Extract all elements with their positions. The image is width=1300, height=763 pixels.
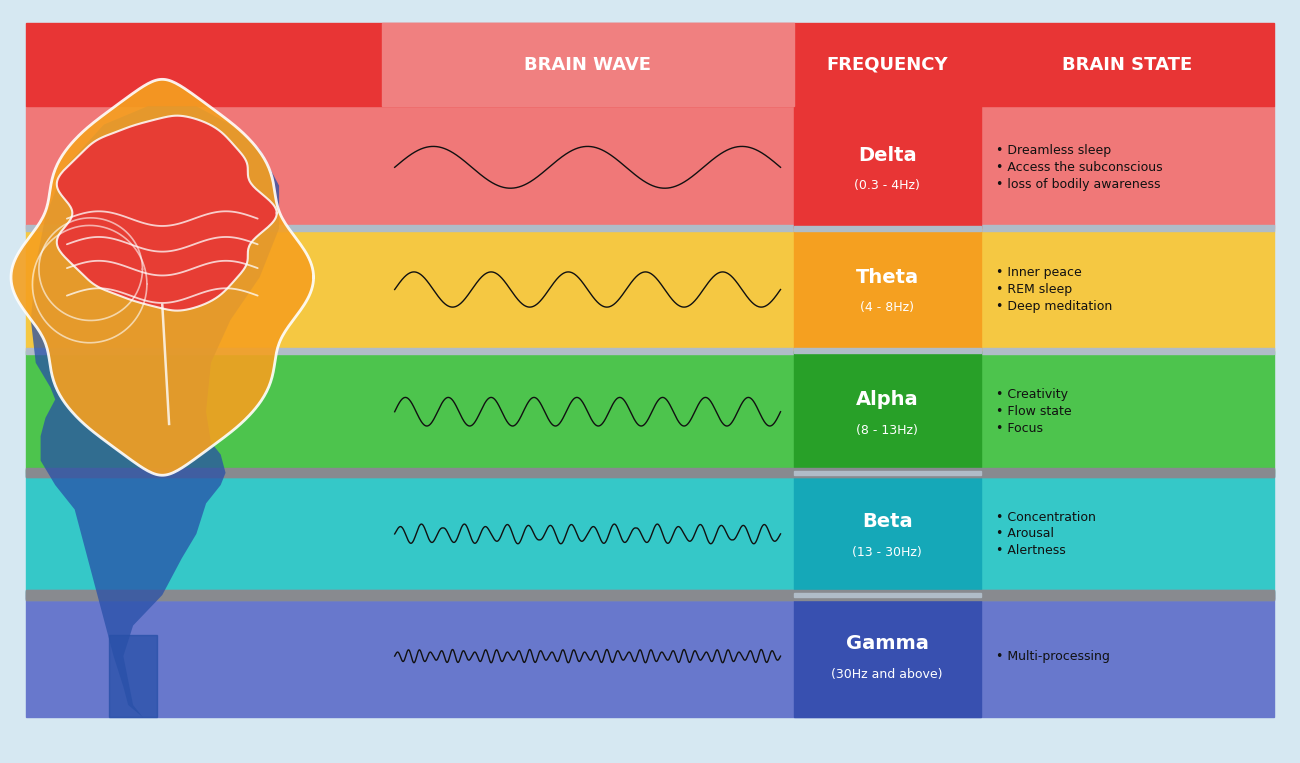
Bar <box>26 228 1274 351</box>
Text: • Access the subconscious: • Access the subconscious <box>996 161 1164 174</box>
Text: • loss of bodily awareness: • loss of bodily awareness <box>996 178 1161 191</box>
Text: BRAIN STATE: BRAIN STATE <box>1062 56 1192 73</box>
Bar <box>793 349 980 353</box>
Bar <box>793 351 980 473</box>
Text: Theta: Theta <box>855 268 919 287</box>
Bar <box>26 473 1274 595</box>
Text: (4 - 8Hz): (4 - 8Hz) <box>861 301 914 314</box>
Text: BRAIN WAVE: BRAIN WAVE <box>524 56 651 73</box>
Bar <box>793 226 980 230</box>
Text: (8 - 13Hz): (8 - 13Hz) <box>857 423 918 436</box>
Bar <box>26 348 1274 354</box>
Text: • Alertness: • Alertness <box>996 544 1066 557</box>
Text: • Concentration: • Concentration <box>996 510 1096 523</box>
Text: • Inner peace: • Inner peace <box>996 266 1082 279</box>
Bar <box>382 23 793 106</box>
Bar <box>26 106 1274 228</box>
Bar <box>26 592 1274 598</box>
Text: • REM sleep: • REM sleep <box>996 283 1072 296</box>
Bar <box>26 23 1274 106</box>
Text: • Focus: • Focus <box>996 422 1044 435</box>
Bar <box>26 469 1274 477</box>
Text: (30Hz and above): (30Hz and above) <box>832 668 942 681</box>
Bar <box>793 106 980 228</box>
Text: • Deep meditation: • Deep meditation <box>996 300 1113 313</box>
Text: • Arousal: • Arousal <box>996 527 1054 540</box>
Text: Gamma: Gamma <box>846 634 928 653</box>
Bar <box>26 591 1274 600</box>
Text: • Dreamless sleep: • Dreamless sleep <box>996 144 1112 157</box>
Polygon shape <box>57 116 277 311</box>
Text: Delta: Delta <box>858 146 916 165</box>
Bar <box>793 473 980 595</box>
Text: (13 - 30Hz): (13 - 30Hz) <box>853 546 922 559</box>
Bar <box>26 591 1274 599</box>
Polygon shape <box>10 79 313 475</box>
Bar <box>109 635 157 717</box>
Bar <box>793 228 980 351</box>
Bar <box>26 225 1274 231</box>
Text: (0.3 - 4Hz): (0.3 - 4Hz) <box>854 179 920 192</box>
Bar <box>26 468 1274 478</box>
Polygon shape <box>31 106 280 717</box>
Bar <box>793 593 980 597</box>
Text: • Flow state: • Flow state <box>996 405 1072 418</box>
Text: • Creativity: • Creativity <box>996 388 1069 401</box>
Bar <box>26 595 1274 717</box>
Text: Alpha: Alpha <box>855 390 918 409</box>
Bar <box>26 351 1274 473</box>
Bar <box>793 471 980 475</box>
Text: Beta: Beta <box>862 512 913 531</box>
Bar <box>26 591 1274 600</box>
Text: • Multi-processing: • Multi-processing <box>996 649 1110 662</box>
Text: FREQUENCY: FREQUENCY <box>827 56 948 73</box>
Bar <box>26 470 1274 476</box>
Bar <box>793 595 980 717</box>
